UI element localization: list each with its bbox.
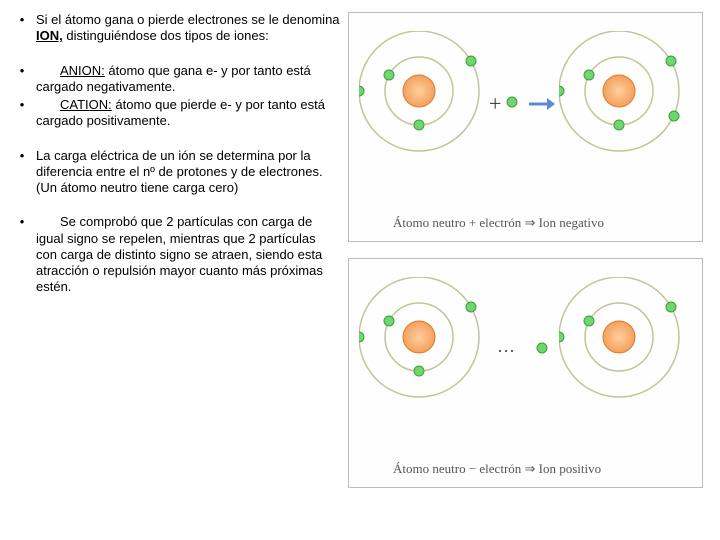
atom-icon: [559, 31, 689, 161]
text-post: distinguiéndose dos tipos de iones:: [63, 28, 269, 43]
bullet-text: Se comprobó que 2 partículas con carga d…: [36, 214, 340, 295]
atom-icon: [359, 277, 489, 407]
diagram-caption: Átomo neutro + electrón ⇒ Ion negativo: [393, 215, 604, 231]
diagram-anion: + Átomo neutro + electrón ⇒ Ion negativo: [348, 12, 703, 242]
bullet-5: • Se comprobó que 2 partículas con carga…: [8, 214, 340, 295]
bullet-marker: •: [8, 148, 36, 197]
bullet-3: • CATION: átomo que pierde e- y por tant…: [8, 97, 340, 130]
electron-icon: [535, 341, 549, 355]
atom-icon: [559, 277, 689, 407]
bullet-4: • La carga eléctrica de un ión se determ…: [8, 148, 340, 197]
bullet-marker: •: [8, 214, 36, 295]
ellipsis-icon: ···: [497, 341, 515, 362]
plus-icon: +: [489, 91, 501, 117]
arrow-icon: [527, 95, 555, 113]
bullet-text: La carga eléctrica de un ión se determin…: [36, 148, 340, 197]
bullet-2: • ANION: átomo que gana e- y por tanto e…: [8, 63, 340, 96]
text-term: CATION:: [60, 97, 112, 112]
bullet-text: CATION: átomo que pierde e- y por tanto …: [36, 97, 340, 130]
diagram-caption: Átomo neutro − electrón ⇒ Ion positivo: [393, 461, 601, 477]
bullet-text: ANION: átomo que gana e- y por tanto est…: [36, 63, 340, 96]
diagram-cation: ··· Átomo neutro − electrón ⇒ Ion positi…: [348, 258, 703, 488]
bullet-marker: •: [8, 12, 36, 45]
atom-icon: [359, 31, 489, 161]
bullet-marker: •: [8, 63, 36, 96]
bullet-1: • Si el átomo gana o pierde electrones s…: [8, 12, 340, 45]
text-column: • Si el átomo gana o pierde electrones s…: [8, 12, 348, 528]
bullet-text: Si el átomo gana o pierde electrones se …: [36, 12, 340, 45]
text-term: ANION:: [60, 63, 105, 78]
diagram-column: + Átomo neutro + electrón ⇒ Ion negativo…: [348, 12, 708, 528]
text-post: Se comprobó que 2 partículas con carga d…: [36, 214, 323, 294]
bullet-marker: •: [8, 97, 36, 130]
text-pre: Si el átomo gana o pierde electrones se …: [36, 12, 340, 27]
text-term: ION,: [36, 28, 63, 43]
electron-icon: [505, 95, 519, 109]
